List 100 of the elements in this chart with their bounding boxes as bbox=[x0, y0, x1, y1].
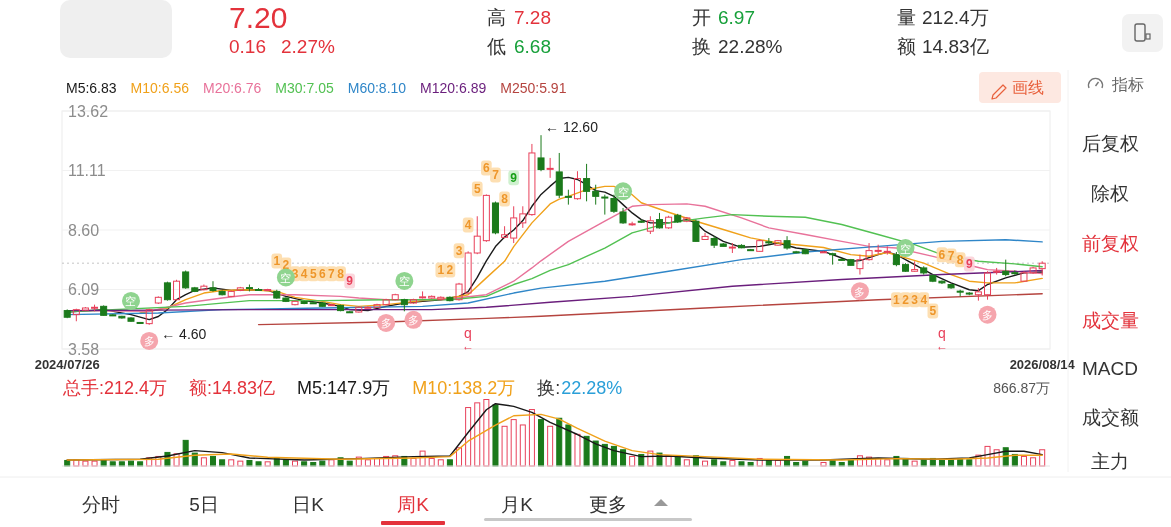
bar bbox=[492, 404, 499, 467]
text: 6.68 bbox=[514, 35, 551, 57]
text: 22.28% bbox=[561, 378, 623, 398]
note: 9 bbox=[344, 273, 355, 289]
text: 0.16 bbox=[229, 35, 266, 57]
bar bbox=[519, 424, 526, 467]
text: 额 bbox=[897, 35, 916, 57]
bar bbox=[592, 440, 599, 467]
bar bbox=[729, 459, 736, 467]
note: ← 4.60 bbox=[161, 325, 207, 342]
text: 指标 bbox=[1111, 75, 1144, 93]
bar bbox=[255, 461, 262, 467]
y-tick-label: 6.09 bbox=[68, 281, 100, 298]
text: 画线 bbox=[1012, 78, 1044, 96]
series-label: M10:138.2万 bbox=[412, 378, 516, 398]
text: 22.28% bbox=[718, 35, 783, 57]
text: 量 bbox=[897, 6, 916, 28]
text: 周K bbox=[397, 493, 430, 515]
annotation: 多 bbox=[982, 309, 994, 322]
note: 空 bbox=[896, 239, 915, 257]
annotation: 多 bbox=[143, 335, 155, 348]
bar bbox=[528, 409, 535, 467]
bar bbox=[738, 461, 745, 467]
x-tick-label: 2026/08/14 bbox=[1009, 356, 1076, 372]
text: 866.87万 bbox=[993, 380, 1050, 396]
note: 多 bbox=[377, 313, 396, 332]
note: 8 bbox=[335, 266, 346, 282]
text: 成交额 bbox=[1081, 406, 1139, 428]
annotation: 空 bbox=[125, 295, 137, 308]
y-tick-label: 8.60 bbox=[68, 221, 100, 239]
text: 总手:212.4万 bbox=[62, 378, 168, 398]
text: M5:147.9万 bbox=[297, 378, 391, 398]
text: 2.27% bbox=[281, 35, 335, 57]
bar bbox=[510, 419, 517, 467]
y-tick-label: 13.62 bbox=[68, 102, 109, 120]
bar bbox=[574, 433, 581, 467]
text: 14.83亿 bbox=[922, 35, 989, 57]
note: 多 bbox=[140, 331, 159, 350]
note: 多 bbox=[404, 310, 423, 329]
note: 2 bbox=[444, 262, 456, 278]
note: q bbox=[938, 325, 946, 341]
text: 高 bbox=[487, 6, 506, 28]
bar bbox=[501, 425, 508, 467]
note: 空 bbox=[614, 182, 633, 201]
text: 月K bbox=[501, 493, 534, 515]
bar bbox=[547, 425, 554, 467]
text: 7.28 bbox=[514, 6, 551, 28]
note: 空 bbox=[122, 291, 140, 310]
bar bbox=[483, 399, 490, 467]
annotation: 空 bbox=[398, 275, 410, 288]
text: 更多 bbox=[589, 493, 627, 515]
annotation: 空 bbox=[280, 271, 292, 284]
bar bbox=[583, 435, 590, 467]
text: 分时 bbox=[82, 493, 120, 515]
note: 5 bbox=[471, 181, 483, 197]
text: MACD bbox=[1082, 357, 1138, 379]
note: 1 bbox=[271, 253, 283, 269]
note: q bbox=[464, 325, 472, 341]
bar bbox=[91, 460, 98, 467]
bar bbox=[246, 459, 253, 467]
text: 成交量 bbox=[1081, 309, 1139, 331]
bar bbox=[538, 419, 545, 467]
annotation: 多 bbox=[380, 317, 392, 330]
note: 4 bbox=[462, 217, 474, 233]
note: 3 bbox=[453, 243, 465, 259]
note: 8 bbox=[499, 191, 510, 207]
bar bbox=[565, 424, 572, 467]
text: 7.20 bbox=[229, 0, 288, 34]
note: 9 bbox=[508, 170, 520, 186]
legend: M5:6.83 M10:6.56 M20:6.76 M30:7.05 M60:8.10 M120:6.89 M250:5.91 bbox=[66, 80, 567, 96]
note: 多 bbox=[850, 282, 869, 301]
y-tick-label: 3.58 bbox=[68, 340, 100, 358]
text: 换 bbox=[692, 35, 711, 57]
text: 日K bbox=[292, 493, 325, 515]
text: 额:14.83亿 bbox=[189, 378, 276, 398]
y-tick-label: 11.11 bbox=[68, 162, 106, 179]
text: 后复权 bbox=[1081, 132, 1139, 154]
note: 5 bbox=[927, 303, 939, 319]
text: 6.97 bbox=[718, 6, 755, 28]
note: 4 bbox=[918, 292, 930, 308]
text: 低 bbox=[487, 35, 506, 57]
bar bbox=[911, 460, 918, 467]
note: 9 bbox=[963, 256, 975, 272]
annotation: 空 bbox=[617, 185, 629, 198]
note: 7 bbox=[490, 167, 501, 183]
text: 5日 bbox=[189, 493, 219, 515]
annotation: 多 bbox=[407, 314, 419, 327]
note: 8 bbox=[954, 252, 966, 268]
note: 空 bbox=[395, 271, 414, 290]
note: ← 12.60 bbox=[545, 119, 598, 136]
bar bbox=[474, 402, 481, 467]
x-tick-label: 2024/07/26 bbox=[34, 356, 100, 372]
note: 6 bbox=[481, 160, 492, 176]
annotation: 空 bbox=[900, 242, 912, 255]
text: 开 bbox=[692, 6, 711, 28]
note: 多 bbox=[978, 305, 997, 324]
annotation: 多 bbox=[854, 285, 866, 298]
text: 除权 bbox=[1091, 182, 1129, 204]
text: 换: bbox=[537, 378, 561, 398]
text: 212.4万 bbox=[922, 6, 989, 28]
